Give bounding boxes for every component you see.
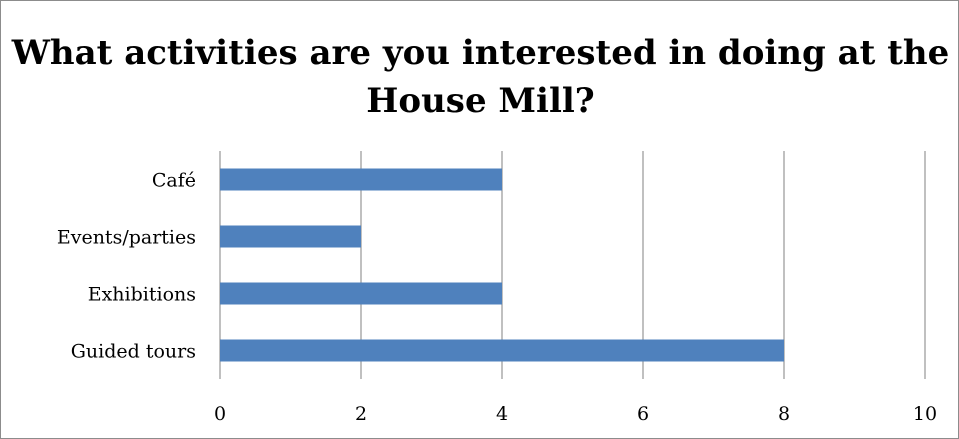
category-label-3: Exhibitions	[88, 284, 196, 306]
bar-1	[220, 168, 502, 191]
x-tick-label-6: 6	[637, 403, 649, 425]
x-tick-label-0: 0	[214, 403, 226, 425]
x-tick-label-8: 8	[778, 403, 790, 425]
bar-3	[220, 282, 502, 305]
x-tick-label-4: 4	[496, 403, 508, 425]
bar-4	[220, 339, 784, 362]
category-label-2: Events/parties	[57, 227, 196, 249]
category-label-1: Café	[152, 170, 196, 192]
x-tick-label-10: 10	[913, 403, 937, 425]
bar-2	[220, 225, 361, 248]
x-tick-label-2: 2	[355, 403, 367, 425]
chart-title: What activities are you interested in do…	[11, 33, 950, 121]
category-label-4: Guided tours	[71, 341, 196, 363]
